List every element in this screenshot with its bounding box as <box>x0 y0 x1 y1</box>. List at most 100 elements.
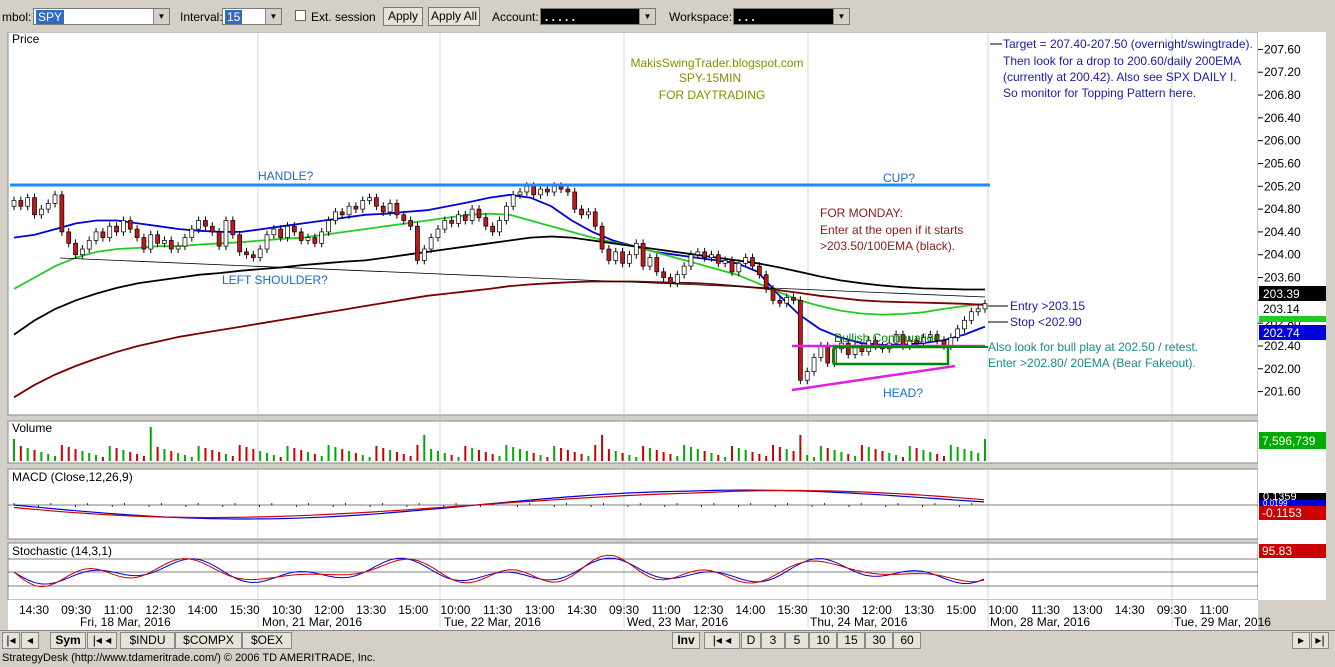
volume-bar <box>218 452 221 461</box>
date-label: Tue, 22 Mar, 2016 <box>444 615 541 629</box>
time-label: 14:30 <box>19 603 49 617</box>
inv-tab[interactable]: Inv <box>672 632 700 649</box>
apply-button[interactable]: Apply <box>383 7 423 26</box>
close-badge-text: 203.14 <box>1263 302 1300 316</box>
next-button[interactable]: ▸ <box>1292 632 1310 649</box>
apply-all-button[interactable]: Apply All <box>428 7 480 26</box>
volume-bar <box>546 457 549 461</box>
workspace-combo[interactable]: . . . ▼ <box>733 8 850 25</box>
volume-bar <box>54 456 57 461</box>
candle-down <box>374 197 379 207</box>
sym-tab[interactable]: Sym <box>50 632 86 649</box>
volume-bar <box>655 450 658 461</box>
period-10[interactable]: 10 <box>809 632 837 649</box>
time-axis <box>8 600 1258 630</box>
chevron-down-icon[interactable]: ▼ <box>833 9 849 24</box>
candle-up <box>223 220 229 247</box>
tab-compx[interactable]: $COMPX <box>175 632 242 649</box>
price-tick-label: 206.80 <box>1264 88 1301 102</box>
candle-down <box>558 185 564 190</box>
volume-bar <box>949 445 952 461</box>
tab-indu[interactable]: $INDU <box>120 632 175 649</box>
volume-bar <box>970 451 973 461</box>
volume-bar <box>177 453 180 461</box>
candle-down <box>715 254 721 264</box>
volume-bar <box>156 447 159 461</box>
period-d[interactable]: D <box>741 632 761 649</box>
time-label: 15:00 <box>398 603 428 617</box>
period-15[interactable]: 15 <box>837 632 865 649</box>
interval-label: Interval: <box>180 10 223 24</box>
stoch-badge-text: 95.83 <box>1262 544 1292 558</box>
volume-badge-text: 7,596,739 <box>1262 434 1316 448</box>
candle-up <box>442 220 448 230</box>
chart-svg[interactable]: 207.60 207.20 206.80 206.40 206.00 205.60 205.… <box>0 31 1335 630</box>
target-line-3: (currently at 200.42). Also see SPX DAIL… <box>1003 70 1237 84</box>
prev-button[interactable]: ◂ <box>21 632 39 649</box>
bull-line-2: Enter >202.80/ 20EMA (Bear Fakeout). <box>988 356 1196 370</box>
volume-bar <box>375 446 378 461</box>
close-badge <box>1259 301 1326 316</box>
symbol-label: mbol: <box>2 10 32 24</box>
candle-down <box>640 242 646 267</box>
symbol-combo[interactable]: SPY ▼ <box>33 8 170 25</box>
volume-bar <box>211 450 214 461</box>
candle-up <box>975 308 981 313</box>
chevron-down-icon[interactable]: ▼ <box>639 9 655 24</box>
symbol-value[interactable]: SPY <box>36 10 65 24</box>
volume-bar <box>956 447 959 461</box>
macd-signal-line <box>13 489 985 519</box>
candle-up <box>52 194 58 204</box>
volume-bar <box>197 446 200 461</box>
candle-up <box>743 257 749 264</box>
first-page-button[interactable]: |◂ <box>2 632 20 649</box>
candle-up <box>681 265 687 276</box>
volume-bar <box>142 456 145 461</box>
volume-bar <box>601 435 604 461</box>
tab-oex[interactable]: $OEX <box>242 632 292 649</box>
monday-line-3: >203.50/100EMA (black). <box>820 239 955 253</box>
ext-session-checkbox[interactable] <box>295 10 306 21</box>
interval-value[interactable]: 15 <box>225 10 243 24</box>
period-nav[interactable]: |◂ ◂ <box>704 632 740 649</box>
time-label: 13:00 <box>1073 603 1103 617</box>
time-label: 09:30 <box>609 603 639 617</box>
chevron-down-icon[interactable]: ▼ <box>265 9 281 24</box>
volume-bar <box>628 455 631 461</box>
candle-down <box>415 225 420 261</box>
volume-bar <box>129 452 132 461</box>
period-3[interactable]: 3 <box>761 632 785 649</box>
account-combo[interactable]: . . . . . ▼ <box>540 8 656 25</box>
candle-down <box>579 208 584 216</box>
candle-up <box>893 334 899 344</box>
time-label: 14:00 <box>188 603 218 617</box>
volume-bar <box>389 450 392 461</box>
candle-down <box>661 271 666 278</box>
volume-bar <box>293 448 296 461</box>
workspace-value[interactable]: . . . <box>738 10 755 24</box>
volume-bar <box>286 446 289 461</box>
last-page-button[interactable]: ▸| <box>1311 632 1329 649</box>
candle-down <box>476 208 482 218</box>
price-tick-label: 202.40 <box>1264 339 1301 353</box>
chevron-down-icon[interactable]: ▼ <box>153 9 169 24</box>
candle-down <box>134 228 140 238</box>
volume-bar <box>669 454 672 461</box>
account-value[interactable]: . . . . . <box>545 10 576 24</box>
volume-bar <box>942 456 945 461</box>
volume-pane <box>7 420 1259 464</box>
volume-bar <box>683 445 686 461</box>
candle-up <box>647 257 653 267</box>
right-scrollbar[interactable] <box>1326 32 1335 630</box>
candle-down <box>825 345 831 364</box>
volume-bar <box>416 445 419 461</box>
interval-combo[interactable]: 15 ▼ <box>222 8 282 25</box>
period-30[interactable]: 30 <box>865 632 893 649</box>
candle-down <box>32 197 37 216</box>
period-60[interactable]: 60 <box>893 632 921 649</box>
period-5[interactable]: 5 <box>785 632 809 649</box>
time-label: 14:30 <box>567 603 597 617</box>
tab-nav[interactable]: |◂ ◂ <box>87 632 117 649</box>
volume-bar <box>860 445 863 461</box>
volume-bar <box>382 448 385 461</box>
